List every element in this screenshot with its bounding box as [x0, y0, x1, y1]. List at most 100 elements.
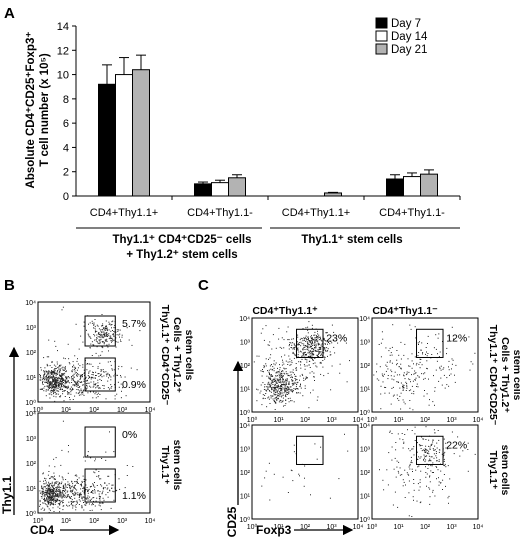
legend-swatch	[375, 30, 388, 42]
panel-c-plot-3-xtick-label: 10⁴	[353, 524, 364, 531]
panel-c-plot-1-ytick-label: 10⁴	[239, 316, 250, 323]
panel-a-ytick-label: 12	[57, 45, 69, 57]
panel-c-plot-4-ytick-label: 10²	[360, 470, 371, 477]
panel-c-plot-2-ytick-label: 10¹	[360, 387, 371, 394]
panel-c-plot-4-xtick-label: 10³	[446, 524, 457, 531]
panel-b-plot-2-ytick-label: 10³	[26, 436, 37, 443]
group-1-label-line1: Thy1.1⁺ CD4⁺CD25⁻ cells	[112, 234, 251, 246]
panel-c-plot-2-xtick-label: 10²	[420, 417, 431, 424]
panel-b-plot-2-gate-percent: 0%	[122, 429, 137, 441]
panel-b-plots: 5.7% 0.9% 10⁰10⁰10¹10¹10²10²10³10³10⁴10⁴0%…	[25, 300, 155, 525]
panel-b-row2-line1: Thy1.1⁺	[159, 446, 171, 485]
panel-c-plot-4-xtick-label: 10²	[420, 524, 431, 531]
panel-a-category-label: CD4+Thy1.1+	[282, 207, 350, 219]
panel-a-ytick-label: 2	[63, 167, 69, 179]
panel-b-plot-2-xtick-label: 10¹	[61, 518, 72, 525]
panel-a-ytick-label: 6	[63, 118, 69, 130]
panel-b-plot-1-gate-percent: 0.9%	[122, 379, 146, 391]
panel-c-plot-3-xtick-label: 10²	[300, 524, 311, 531]
panel-a-category-label: CD4+Thy1.1-	[379, 207, 445, 219]
panel-c-plot-4-xtick-label: 10¹	[393, 524, 404, 531]
group-2-label: Thy1.1⁺ stem cells	[301, 234, 402, 246]
panel-a-category-label: CD4+Thy1.1-	[187, 207, 253, 219]
panel-c-plot-4-xtick-label: 10⁰	[367, 523, 378, 531]
panel-a-ylabel-line2: T cell number (x 10⁵)	[39, 53, 51, 167]
panel-c-plot-3-events	[261, 433, 349, 501]
panel-b-plot-1-events	[39, 306, 141, 402]
panel-c-plot-3-frame	[251, 424, 359, 520]
panel-b-plot-1-ytick-label: 10²	[26, 350, 37, 357]
panel-c-plots: 23%10⁰10⁰10¹10¹10²10²10³10³10⁴10⁴12%10⁰1…	[239, 316, 483, 531]
panel-a-ytick-label: 14	[57, 21, 69, 33]
panel-c-row2-line2: stem cells	[499, 445, 511, 496]
panel-b-xlabel: CD4	[30, 523, 54, 537]
panel-b-plot-1-ytick-label: 10³	[26, 325, 37, 332]
panel-a-bar	[324, 192, 342, 197]
panel-b-plot-2-events	[39, 420, 134, 513]
panel-b-plot-1-gate	[84, 357, 116, 392]
panel-c-plot-2-gate-percent: 12%	[446, 333, 467, 345]
panel-c-plot-2-xtick-label: 10⁰	[367, 416, 378, 424]
panel-c-plot-3-ytick-label: 10⁰	[239, 516, 250, 524]
panel-c-row2-line1: Thy1.1⁺	[487, 451, 499, 490]
panel-c-plot-4-events	[379, 426, 476, 517]
panel-c-plot-4-ytick-label: 10¹	[360, 494, 371, 501]
panel-a-category-label: CD4+Thy1.1+	[90, 207, 158, 219]
panel-b-plot-1-xtick-label: 10³	[117, 407, 128, 414]
panel-c-plot-2-xtick-label: 10⁴	[473, 417, 484, 424]
panel-c-plot-2-gate	[416, 328, 444, 358]
panel-b-ylabel: Thy1.1	[0, 476, 14, 514]
panel-a-ytick-label: 0	[63, 191, 69, 203]
panel-a-bar	[386, 178, 404, 197]
panel-a-bar	[420, 173, 438, 197]
panel-c-plot-1-xtick-label: 10⁴	[353, 417, 364, 424]
legend-swatch	[375, 17, 388, 29]
panel-c-plot-4-frame	[371, 424, 479, 520]
panel-c-row1-line1: Thy1.1⁺ CD4⁺CD25⁻	[487, 325, 499, 426]
panel-c-plot-3-gate	[296, 435, 324, 465]
panel-b-plot-1-ytick-label: 10⁴	[25, 300, 36, 307]
panel-b-plot-1-gate	[84, 315, 116, 347]
panel-a-bar	[98, 83, 116, 197]
panel-c-plot-3-xtick-label: 10⁰	[247, 523, 258, 531]
legend-swatch	[375, 43, 388, 55]
panel-a-ytick-label: 8	[63, 94, 69, 106]
legend-label: Day 7	[391, 18, 421, 30]
panel-b-plot-2-gate-percent: 1.1%	[122, 490, 146, 502]
panel-a-category-labels: CD4+Thy1.1+ CD4+Thy1.1- CD4+Thy1.1+ CD4+Thy…	[90, 207, 445, 219]
panel-c-plot-1-xtick-label: 10¹	[273, 417, 284, 424]
panel-c-col1-label: CD4⁺Thy1.1⁺	[252, 305, 318, 317]
panel-c-plot-2-ytick-label: 10²	[360, 363, 371, 370]
panel-c-plot-2-frame	[371, 317, 479, 413]
panel-c-plot-4-ytick-label: 10⁰	[359, 516, 370, 524]
panel-c-plot-4-ytick-label: 10⁴	[359, 423, 370, 430]
legend-label: Day 14	[391, 31, 428, 43]
panel-a-bar	[228, 177, 246, 197]
panel-b-row1-line1: Thy1.1⁺ CD4⁺CD25⁻	[159, 305, 171, 406]
panel-b-plot-1-ytick-label: 10¹	[26, 375, 37, 382]
panel-a-ytick-label: 10	[57, 70, 69, 82]
panel-a-ylabel: Absolute CD4⁺CD25⁺Foxp3⁺ T cell number (…	[25, 32, 51, 189]
panel-a-group-brackets: Thy1.1⁺ CD4⁺CD25⁻ cells + Thy1.2⁺ stem c…	[76, 227, 460, 261]
panel-c-plot-4-ytick-label: 10³	[360, 447, 371, 454]
panel-a-ytick-label: 4	[63, 142, 69, 154]
panel-b-plot-1-xtick-label: 10⁰	[33, 406, 44, 414]
panel-c-plot-2-xtick-label: 10³	[446, 417, 457, 424]
panel-c-plot-2-ytick-label: 10⁰	[359, 409, 370, 417]
panel-c-plot-1-events	[253, 321, 350, 410]
panel-c-plot-1-xtick-label: 10⁰	[247, 416, 258, 424]
panel-c-col2-label: CD4⁺Thy1.1⁻	[372, 305, 438, 317]
panel-b-plot-1-gate-percent: 5.7%	[122, 318, 146, 330]
panel-a-bar	[194, 183, 212, 197]
